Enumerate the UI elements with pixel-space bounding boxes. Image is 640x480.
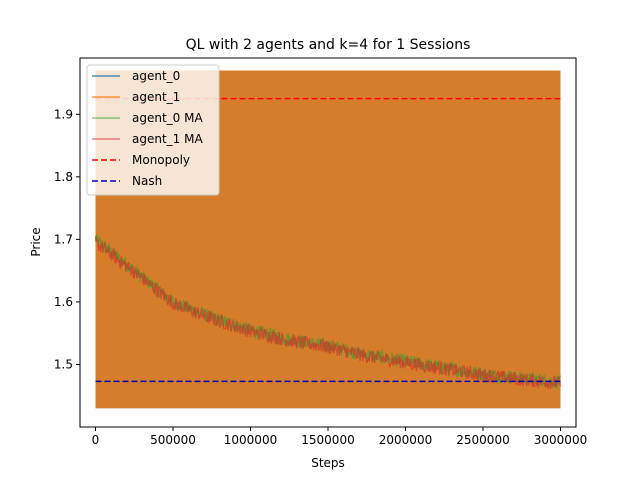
x-tick-label: 500000	[150, 433, 196, 447]
chart-title: QL with 2 agents and k=4 for 1 Sessions	[186, 37, 471, 53]
x-axis-label: Steps	[311, 456, 345, 470]
series-agent_1-ma	[94, 236, 562, 390]
legend-item: agent_0 MA	[92, 111, 203, 125]
y-tick-label: 1.6	[54, 295, 73, 309]
y-tick-label: 1.7	[54, 232, 73, 246]
x-tick-label: 0	[92, 433, 100, 447]
y-tick-label: 1.9	[54, 107, 73, 121]
legend: agent_0 agent_1 agent_0 MA agent_1 MA Monopo…	[86, 64, 220, 196]
legend-label: agent_1 MA	[132, 132, 203, 146]
legend-label: agent_1	[132, 90, 180, 104]
y-axis: 1.5 1.6 1.7 1.8 1.9	[54, 107, 80, 371]
y-axis-label: Price	[29, 227, 43, 256]
legend-item: agent_1 MA	[92, 132, 203, 146]
legend-item: Nash	[92, 174, 162, 188]
legend-label: Monopoly	[132, 153, 190, 167]
legend-label: agent_0	[132, 69, 180, 83]
legend-label: agent_0 MA	[132, 111, 203, 125]
legend-item: agent_0	[92, 69, 180, 83]
x-axis: 0 500000 1000000 1500000 2000000 2500000 30000…	[92, 427, 587, 447]
x-tick-label: 3000000	[534, 433, 587, 447]
x-tick-label: 2000000	[379, 433, 432, 447]
legend-item: agent_1	[92, 90, 180, 104]
y-tick-label: 1.8	[54, 170, 73, 184]
x-tick-label: 1500000	[301, 433, 354, 447]
legend-item: Monopoly	[92, 153, 190, 167]
legend-label: Nash	[132, 174, 162, 188]
x-tick-label: 2500000	[456, 433, 509, 447]
series-line	[94, 236, 562, 390]
y-tick-label: 1.5	[54, 357, 73, 371]
x-tick-label: 1000000	[224, 433, 277, 447]
